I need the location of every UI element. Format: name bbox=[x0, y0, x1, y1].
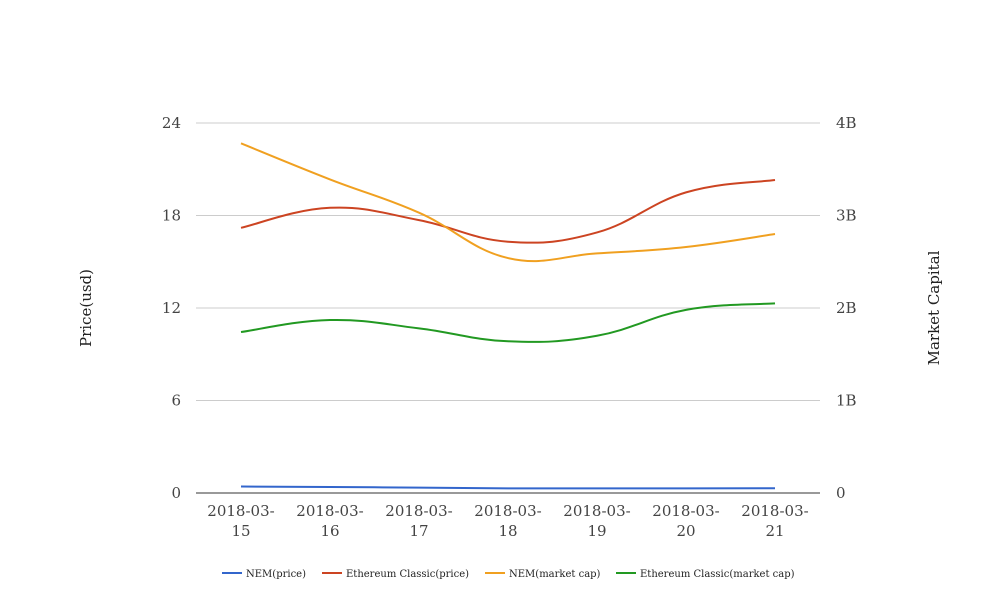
data-point-nem-price bbox=[595, 486, 599, 490]
data-point-ethereum-classic-price bbox=[417, 218, 421, 222]
data-point-ethereum-classic-price bbox=[506, 240, 510, 244]
data-point-nem-price bbox=[417, 486, 421, 490]
x-tick-label: 2018-03- 20 bbox=[652, 502, 719, 540]
y-right-tick-label: 4B bbox=[836, 114, 857, 132]
data-point-ethereum-classic-market-cap bbox=[595, 334, 599, 338]
x-tick-label-line: 17 bbox=[409, 522, 428, 540]
data-point-nem-market-cap bbox=[239, 141, 243, 145]
x-tick-label-line: 21 bbox=[765, 522, 784, 540]
y-left-tick-label: 18 bbox=[162, 207, 181, 225]
data-point-ethereum-classic-market-cap bbox=[328, 318, 332, 322]
x-tick-label: 2018-03- 21 bbox=[741, 502, 808, 540]
x-tick-label-line: 16 bbox=[320, 522, 339, 540]
data-point-nem-price bbox=[328, 485, 332, 489]
y-right-tick-label: 2B bbox=[836, 299, 857, 317]
x-tick-label-line: 2018-03- bbox=[563, 502, 630, 520]
x-tick-label: 2018-03- 19 bbox=[563, 502, 630, 540]
series-line-ethereum-classic-market-cap bbox=[240, 302, 776, 343]
series-layer bbox=[239, 141, 777, 490]
data-point-ethereum-classic-market-cap bbox=[417, 326, 421, 330]
data-point-ethereum-classic-price bbox=[239, 226, 243, 230]
legend-label: NEM(price) bbox=[246, 569, 306, 580]
y-right-tick-label: 0 bbox=[836, 484, 846, 502]
grid-layer bbox=[196, 122, 820, 401]
x-tick-label-line: 20 bbox=[676, 522, 695, 540]
x-tick-label-line: 19 bbox=[587, 522, 606, 540]
x-tick-label: 2018-03- 18 bbox=[474, 502, 541, 540]
x-tick-label-line: 18 bbox=[498, 522, 517, 540]
y-left-tick-label: 12 bbox=[162, 299, 181, 317]
data-point-ethereum-classic-price bbox=[773, 178, 777, 182]
x-tick-label-line: 2018-03- bbox=[474, 502, 541, 520]
data-point-nem-price bbox=[506, 486, 510, 490]
data-point-ethereum-classic-market-cap bbox=[684, 308, 688, 312]
data-point-ethereum-classic-market-cap bbox=[239, 330, 243, 334]
series-line-nem-market-cap bbox=[240, 142, 776, 263]
y-right-axis-title: Market Capital bbox=[925, 250, 943, 365]
data-point-ethereum-classic-market-cap bbox=[506, 339, 510, 343]
series-line-ethereum-classic-price bbox=[240, 179, 776, 244]
data-point-nem-market-cap bbox=[417, 211, 421, 215]
x-tick-label-line: 2018-03- bbox=[385, 502, 452, 520]
x-tick-label-line: 2018-03- bbox=[741, 502, 808, 520]
data-point-nem-price bbox=[684, 486, 688, 490]
legend-item[interactable]: Ethereum Classic(market cap) bbox=[616, 569, 795, 580]
data-point-nem-market-cap bbox=[684, 245, 688, 249]
x-tick-label: 2018-03- 15 bbox=[207, 502, 274, 540]
legend-item[interactable]: NEM(market cap) bbox=[485, 569, 601, 580]
y-right-tick-label: 3B bbox=[836, 207, 857, 225]
y-right-tick-label: 1B bbox=[836, 392, 857, 410]
legend-label: NEM(market cap) bbox=[509, 569, 601, 580]
legend-label: Ethereum Classic(market cap) bbox=[640, 569, 795, 580]
y-left-axis-title: Price(usd) bbox=[77, 269, 95, 347]
data-point-ethereum-classic-price bbox=[595, 230, 599, 234]
x-tick-label: 2018-03- 17 bbox=[385, 502, 452, 540]
data-point-nem-market-cap bbox=[506, 256, 510, 260]
x-tick-label: 2018-03- 16 bbox=[296, 502, 363, 540]
data-point-nem-price bbox=[773, 486, 777, 490]
legend-label: Ethereum Classic(price) bbox=[346, 569, 469, 580]
x-tick-label-line: 2018-03- bbox=[207, 502, 274, 520]
data-point-nem-market-cap bbox=[328, 177, 332, 181]
x-tick-label-line: 2018-03- bbox=[296, 502, 363, 520]
legend: NEM(price) Ethereum Classic(price) NEM(mar… bbox=[222, 569, 795, 580]
data-point-nem-market-cap bbox=[773, 232, 777, 236]
y-left-tick-label: 24 bbox=[162, 114, 181, 132]
legend-item[interactable]: NEM(price) bbox=[222, 569, 306, 580]
data-point-ethereum-classic-price bbox=[684, 190, 688, 194]
x-tick-label-line: 2018-03- bbox=[652, 502, 719, 520]
x-tick-label-line: 15 bbox=[231, 522, 250, 540]
y-left-tick-label: 0 bbox=[171, 484, 181, 502]
data-point-ethereum-classic-price bbox=[328, 206, 332, 210]
data-point-nem-price bbox=[239, 485, 243, 489]
y-left-tick-label: 6 bbox=[171, 392, 181, 410]
series-line-nem-price bbox=[240, 485, 776, 490]
data-point-nem-market-cap bbox=[595, 251, 599, 255]
data-point-ethereum-classic-market-cap bbox=[773, 301, 777, 305]
legend-item[interactable]: Ethereum Classic(price) bbox=[322, 569, 469, 580]
